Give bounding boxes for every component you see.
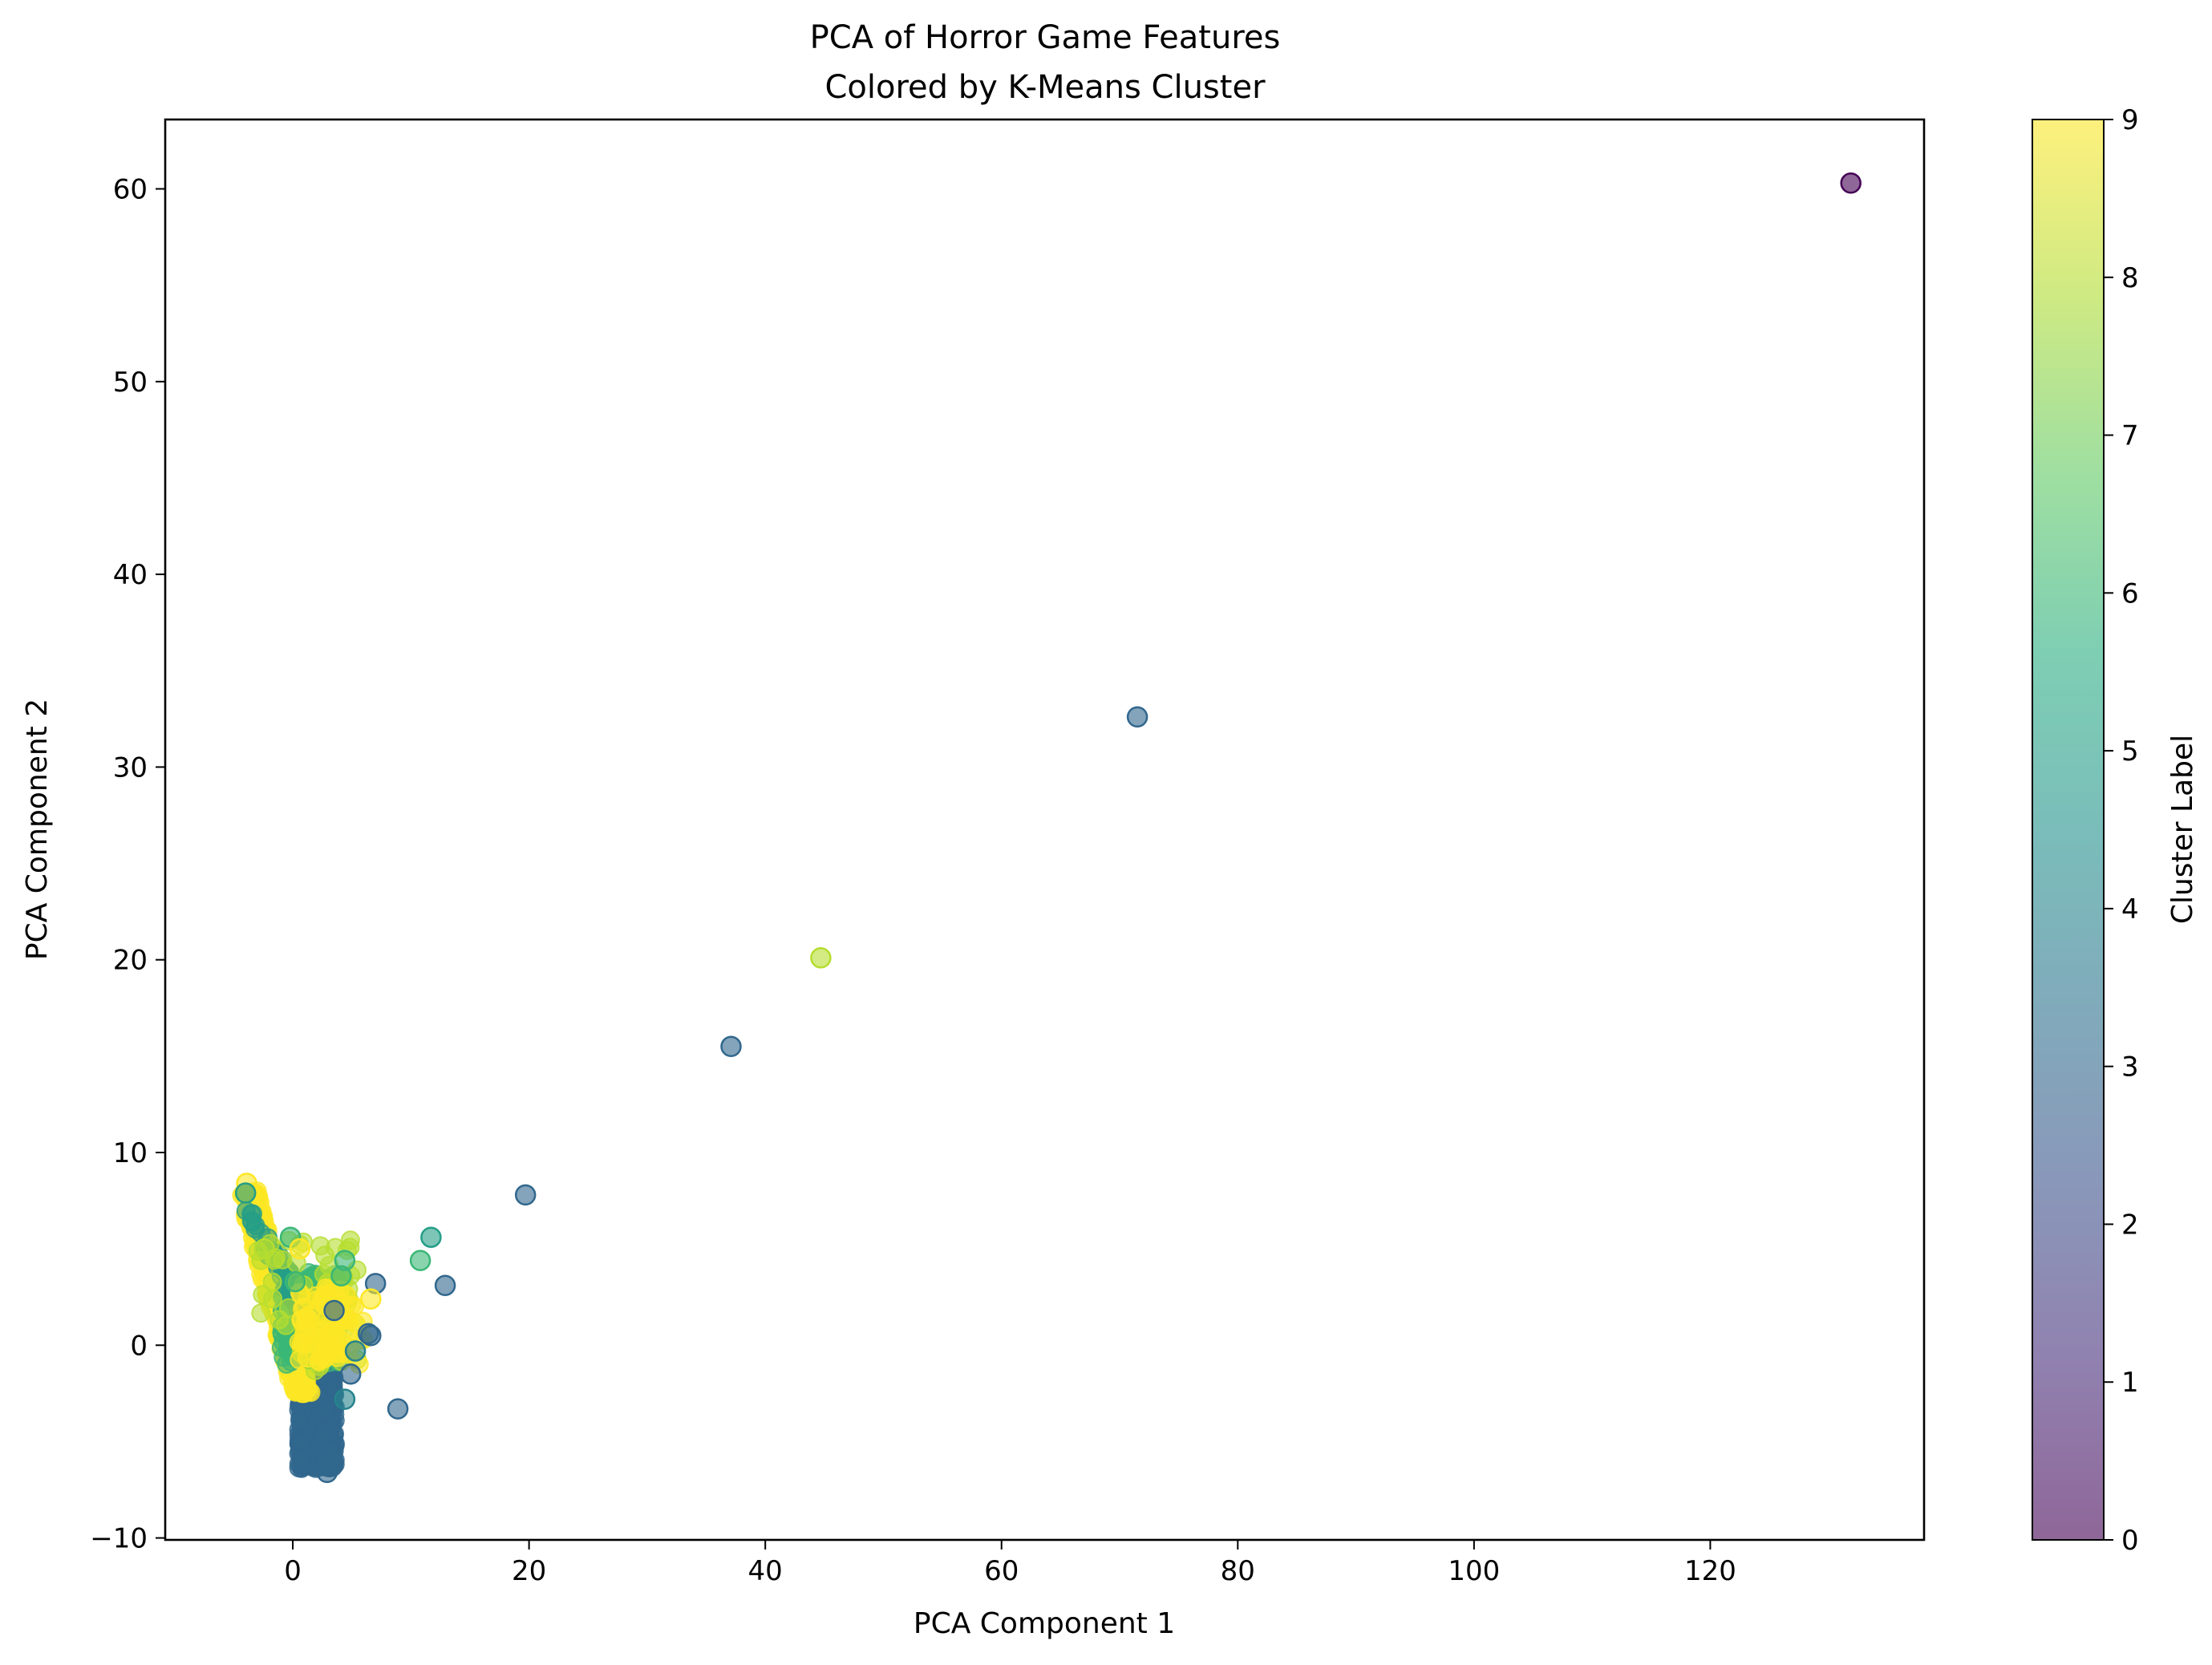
y-tick-label: 50 xyxy=(113,367,148,399)
data-point xyxy=(339,1363,362,1385)
x-tick-label: 80 xyxy=(1221,1555,1255,1587)
colorbar-tick-label: 1 xyxy=(2121,1367,2139,1399)
plot-frame xyxy=(164,118,1926,1541)
x-tick-label: 0 xyxy=(284,1555,302,1587)
chart-subtitle: Colored by K-Means Cluster xyxy=(824,69,1266,106)
data-point xyxy=(253,1238,275,1260)
data-point xyxy=(514,1184,537,1206)
x-tick-label: 120 xyxy=(1684,1555,1736,1587)
y-tick-label: 30 xyxy=(113,751,148,784)
cluster-point xyxy=(326,1343,346,1363)
data-point xyxy=(387,1398,409,1420)
data-point xyxy=(330,1265,352,1287)
data-point xyxy=(323,1299,345,1322)
data-point xyxy=(1840,172,1862,194)
colorbar-tick-label: 8 xyxy=(2121,262,2139,294)
cluster-point xyxy=(251,1303,271,1323)
colorbar xyxy=(2032,120,2104,1540)
colorbar-ticks: 0 1 2 3 4 5 6 7 8 9 xyxy=(2104,104,2139,1557)
cluster-point xyxy=(342,1295,362,1315)
cluster-point xyxy=(297,1348,317,1368)
x-tick-label: 20 xyxy=(512,1555,546,1587)
data-point xyxy=(344,1340,367,1362)
data-point xyxy=(360,1288,382,1310)
cluster-point xyxy=(296,1307,316,1327)
y-tick-label: 40 xyxy=(113,559,148,591)
cluster-point xyxy=(263,1289,283,1309)
data-point xyxy=(1126,706,1149,728)
cluster-point xyxy=(315,1331,335,1350)
cluster-point xyxy=(292,1432,312,1452)
colorbar-tick-label: 2 xyxy=(2121,1209,2139,1241)
y-tick-label: 0 xyxy=(130,1330,148,1362)
data-point xyxy=(810,947,832,969)
cluster-point xyxy=(294,1381,314,1401)
data-point xyxy=(720,1035,742,1058)
data-point xyxy=(360,1325,382,1347)
y-axis-ticks: −10 0 10 20 30 40 50 60 xyxy=(90,174,165,1555)
cluster-point xyxy=(262,1272,282,1292)
data-point xyxy=(420,1226,442,1248)
x-tick-label: 60 xyxy=(984,1555,1019,1587)
x-tick-label: 40 xyxy=(748,1555,783,1587)
data-point xyxy=(434,1274,456,1297)
colorbar-tick-label: 3 xyxy=(2121,1051,2139,1084)
data-point xyxy=(284,1270,306,1293)
cluster-point xyxy=(290,1411,310,1431)
colorbar-tick-label: 6 xyxy=(2121,577,2139,610)
data-point xyxy=(334,1388,356,1410)
y-tick-label: 20 xyxy=(113,945,148,977)
data-point xyxy=(409,1250,431,1271)
data-point xyxy=(321,1446,342,1468)
data-point xyxy=(289,1238,311,1260)
cluster-point xyxy=(310,1236,330,1256)
x-axis-ticks: 0 20 40 60 80 100 120 xyxy=(284,1540,1736,1587)
colorbar-tick-label: 0 xyxy=(2121,1525,2139,1557)
x-axis-label: PCA Component 1 xyxy=(914,1607,1175,1640)
data-point xyxy=(234,1182,257,1204)
colorbar-frame xyxy=(2032,119,2105,1541)
y-tick-label: 10 xyxy=(113,1137,148,1169)
colorbar-label: Cluster Label xyxy=(2166,735,2199,924)
colorbar-tick-label: 7 xyxy=(2121,420,2139,452)
colorbar-tick-label: 9 xyxy=(2121,104,2139,136)
y-tick-label: 60 xyxy=(113,174,148,206)
cluster-point xyxy=(312,1427,332,1447)
data-points xyxy=(232,172,1862,1484)
chart-title: PCA of Horror Game Features xyxy=(810,19,1281,56)
colorbar-tick-label: 5 xyxy=(2121,735,2139,768)
colorbar-tick-label: 4 xyxy=(2121,893,2139,926)
y-axis-label: PCA Component 2 xyxy=(21,699,54,960)
y-tick-label: −10 xyxy=(90,1523,148,1555)
x-tick-label: 100 xyxy=(1448,1555,1500,1587)
